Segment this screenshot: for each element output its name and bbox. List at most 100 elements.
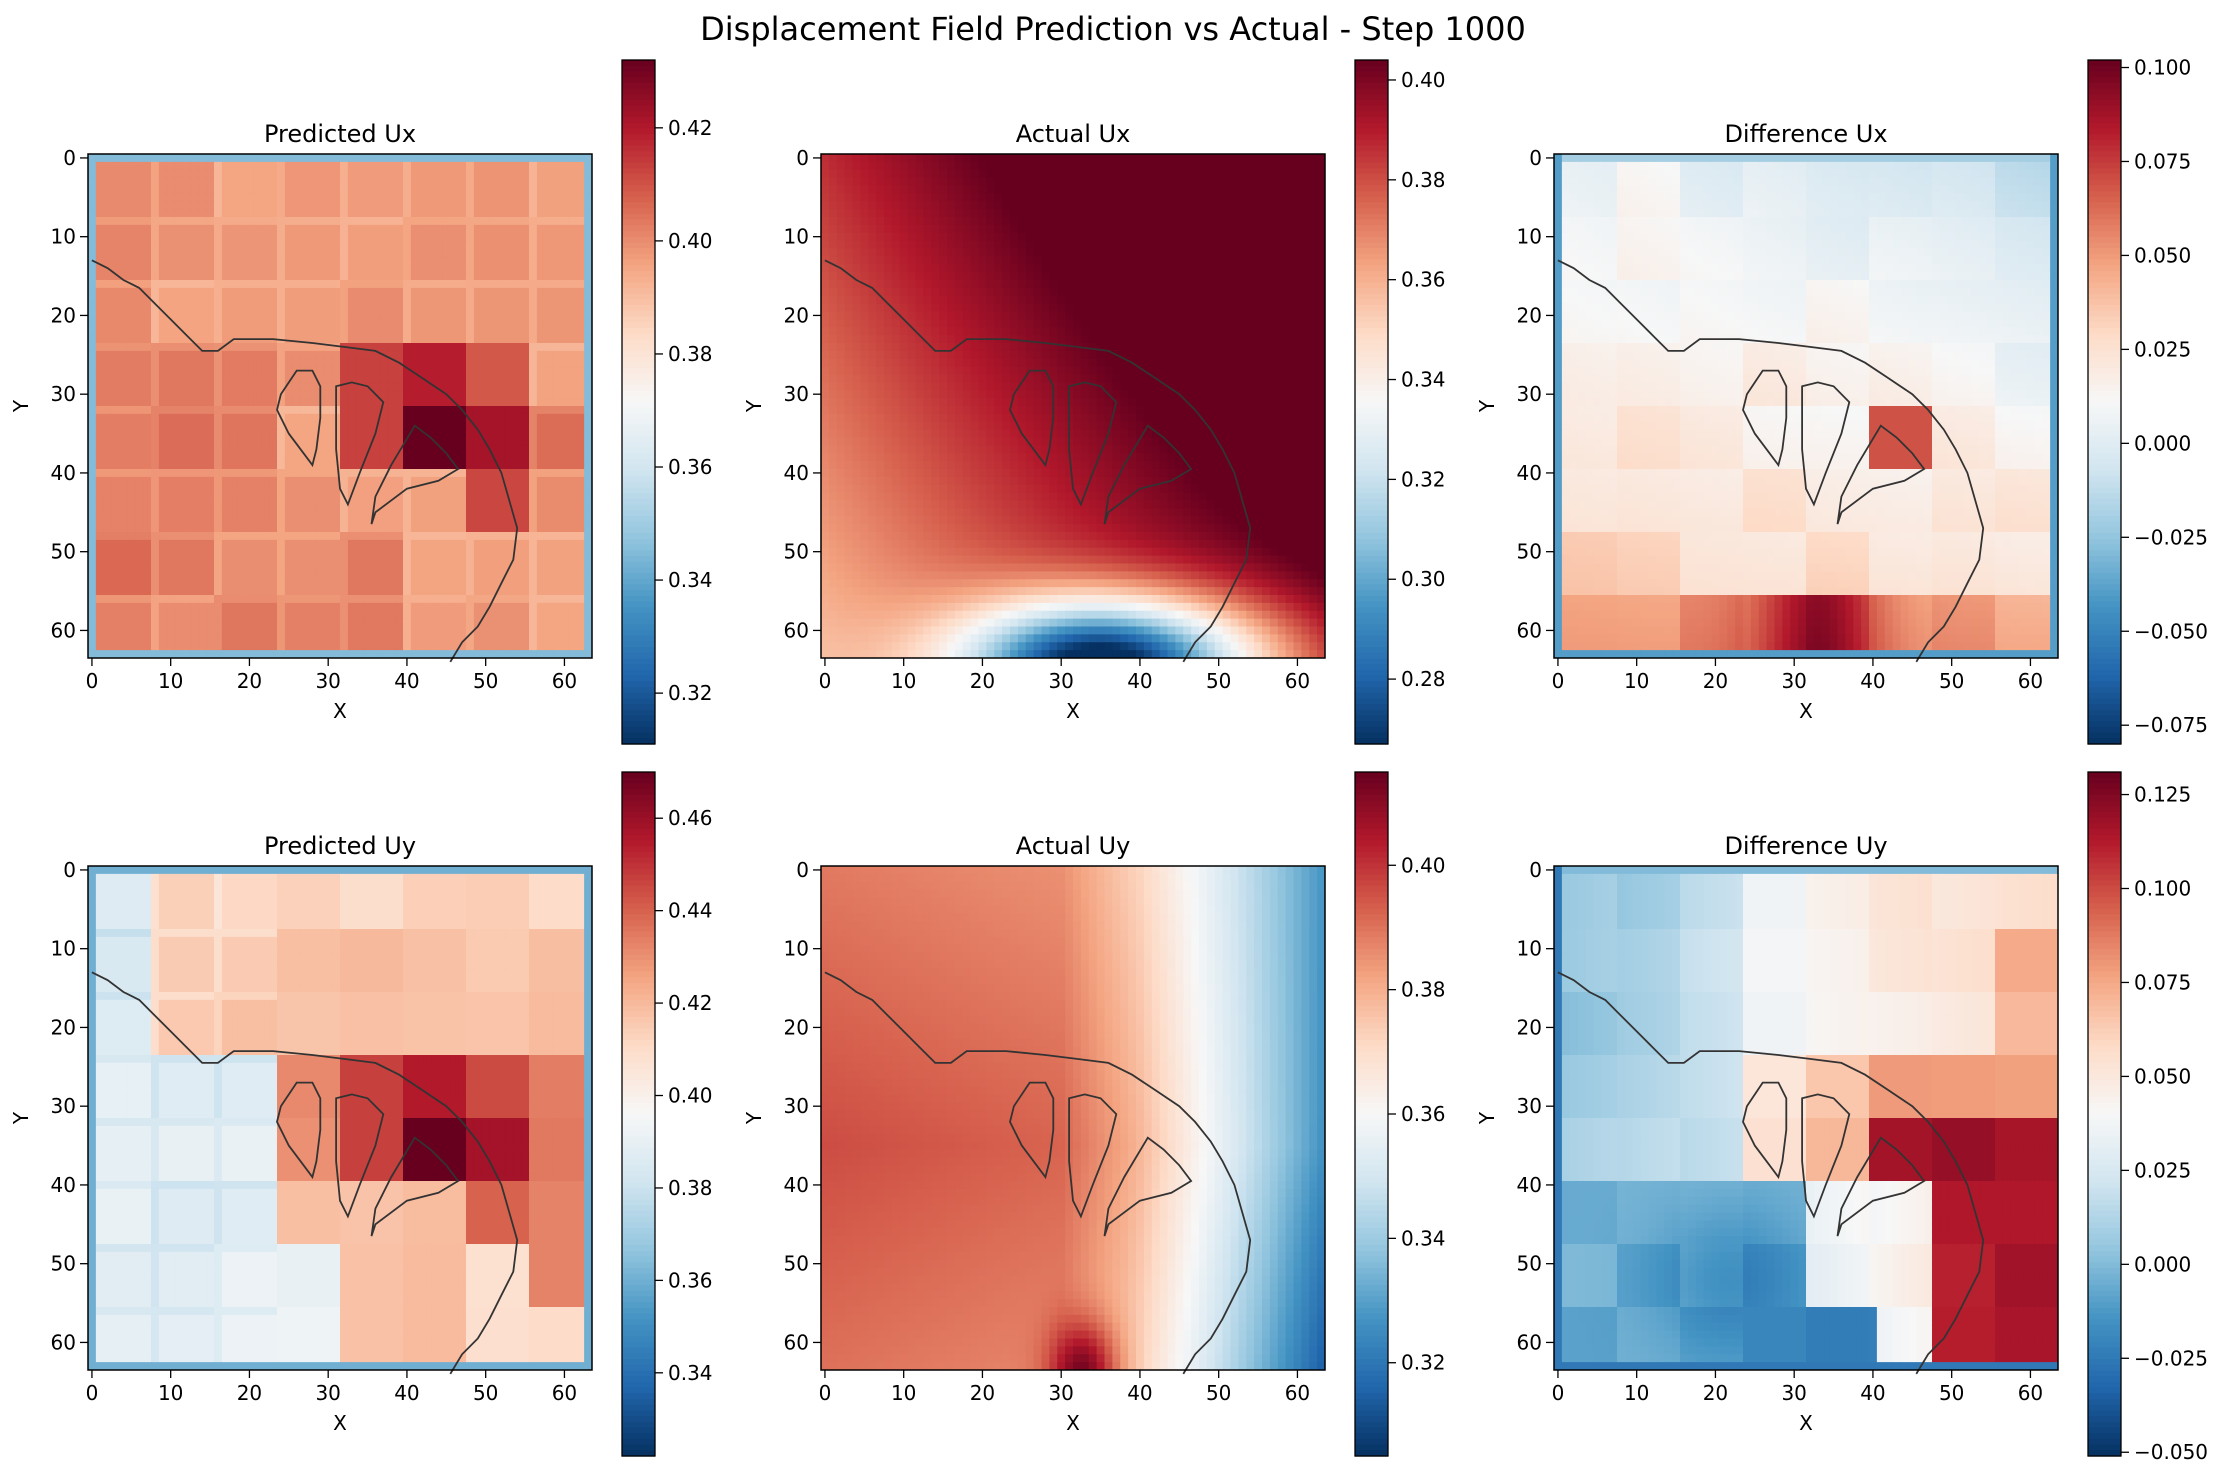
heatmap-cell (466, 532, 475, 541)
heatmap-cell (521, 445, 530, 454)
heatmap-cell (450, 382, 459, 391)
heatmap-cell (1309, 232, 1318, 242)
heatmap-cell (206, 264, 215, 273)
heatmap-cell (426, 484, 435, 494)
heatmap-cell (899, 169, 909, 179)
heatmap-cell (119, 169, 128, 179)
heatmap-cell (552, 421, 561, 431)
heatmap-cell (876, 201, 885, 210)
heatmap-cell (214, 476, 223, 486)
heatmap-cell (253, 469, 262, 478)
heatmap-cell (111, 610, 120, 620)
heatmap-cell (568, 461, 577, 470)
heatmap-cell (395, 587, 404, 596)
heatmap-cell (221, 398, 231, 407)
heatmap-cell (379, 295, 388, 305)
heatmap-cell (481, 461, 491, 470)
heatmap-cell (158, 626, 168, 635)
heatmap-cell (229, 224, 239, 234)
heatmap-cell (387, 571, 396, 580)
heatmap-cell (410, 571, 420, 580)
heatmap-cell (347, 335, 357, 344)
heatmap-cell (135, 350, 144, 360)
heatmap-cell (95, 445, 105, 454)
heatmap-cell (269, 374, 278, 383)
heatmap-cell (332, 484, 341, 494)
heatmap-cell (521, 350, 530, 360)
heatmap-cell (206, 539, 215, 549)
heatmap-cell (237, 595, 246, 604)
heatmap-cell (1167, 193, 1176, 202)
heatmap-cell (387, 287, 396, 297)
heatmap-cell (127, 185, 136, 194)
heatmap-cell (88, 358, 97, 368)
heatmap-cell (568, 240, 577, 249)
heatmap-cell (143, 445, 152, 454)
heatmap-cell (1057, 209, 1066, 218)
heatmap-cell (576, 256, 585, 265)
heatmap-cell (300, 469, 309, 478)
heatmap-cell (1175, 201, 1184, 210)
heatmap-cell (584, 610, 593, 620)
heatmap-cell (277, 587, 286, 596)
heatmap-cell (214, 248, 223, 257)
heatmap-cell (395, 185, 404, 194)
heatmap-cell (340, 429, 349, 438)
heatmap-cell (387, 177, 396, 186)
heatmap-cell (907, 217, 916, 226)
heatmap-cell (174, 280, 183, 289)
heatmap-cell (1206, 154, 1216, 163)
heatmap-cell (418, 571, 428, 580)
heatmap-cell (308, 429, 317, 438)
heatmap-cell (505, 642, 514, 651)
heatmap-cell (505, 398, 514, 407)
heatmap-cell (473, 650, 483, 659)
heatmap-cell (379, 272, 388, 281)
heatmap-cell (458, 154, 467, 163)
heatmap-cell (560, 366, 569, 375)
heatmap-cell (95, 169, 105, 179)
heatmap-cell (308, 445, 317, 454)
heatmap-cell (1049, 169, 1058, 179)
heatmap-cell (466, 358, 475, 368)
heatmap-cell (489, 516, 498, 525)
heatmap-cell (410, 469, 420, 478)
heatmap-cell (127, 469, 136, 478)
heatmap-cell (544, 508, 554, 517)
heatmap-cell (1120, 154, 1129, 163)
heatmap-cell (347, 280, 357, 289)
heatmap-cell (1033, 169, 1042, 179)
heatmap-cell (300, 524, 309, 533)
heatmap-cell (190, 335, 199, 344)
heatmap-cell (221, 154, 231, 163)
y-tick-label: 50 (51, 540, 76, 564)
heatmap-cell (868, 217, 877, 226)
heatmap-cell (458, 413, 467, 423)
heatmap-cell (269, 618, 278, 627)
heatmap-cell (371, 413, 380, 423)
heatmap-cell (907, 232, 916, 242)
heatmap-cell (1057, 232, 1066, 242)
heatmap-cell (340, 618, 349, 627)
heatmap-cell (544, 413, 554, 423)
heatmap-cell (174, 539, 183, 549)
heatmap-cell (347, 563, 357, 572)
heatmap-cell (876, 217, 885, 226)
heatmap-cell (221, 500, 231, 509)
heatmap-cell (221, 610, 231, 620)
heatmap-cell (410, 642, 420, 651)
heatmap-cell (505, 421, 514, 431)
heatmap-cell (505, 217, 514, 226)
heatmap-cell (1025, 169, 1035, 179)
heatmap-cell (355, 248, 365, 257)
heatmap-cell (158, 382, 168, 391)
heatmap-cell (434, 618, 443, 627)
heatmap-cell (434, 571, 443, 580)
heatmap-cell (151, 287, 160, 297)
heatmap-cell (410, 500, 420, 509)
heatmap-cell (221, 602, 231, 612)
heatmap-cell (206, 524, 215, 533)
heatmap-cell (1025, 201, 1035, 210)
heatmap-cell (119, 350, 128, 360)
island-contour-3 (370, 424, 460, 525)
